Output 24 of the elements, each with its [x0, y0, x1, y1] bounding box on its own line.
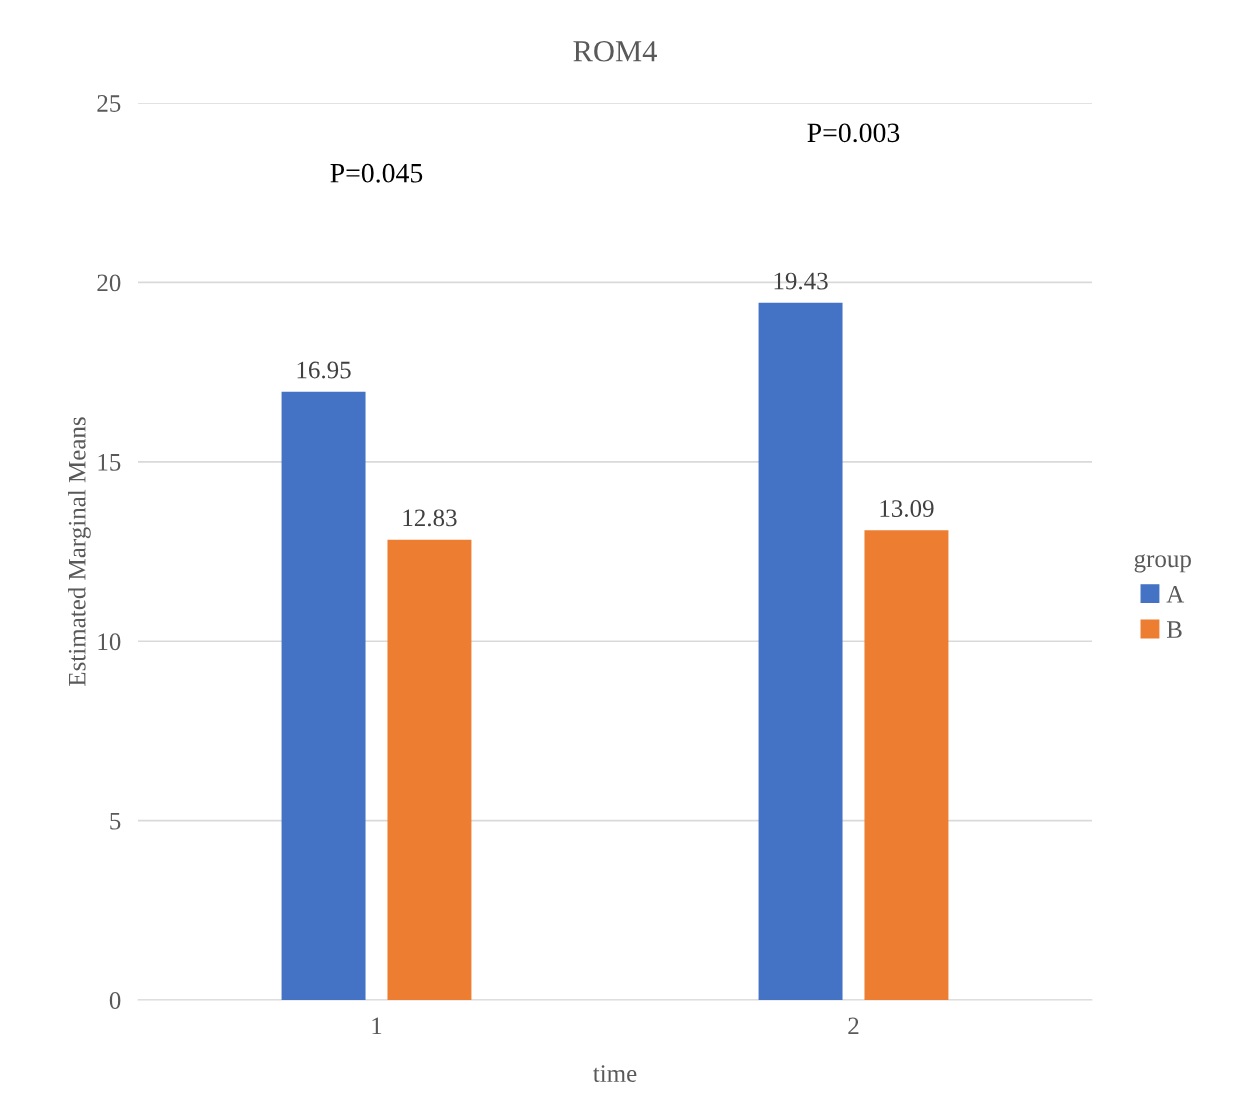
bar — [387, 539, 472, 1001]
y-tick-label: 5 — [110, 812, 121, 830]
legend-title: group — [1134, 554, 1191, 573]
bar — [281, 391, 366, 1001]
x-tick-label: 1 — [372, 1017, 382, 1035]
legend-label: A — [1166, 585, 1185, 603]
bar — [864, 530, 949, 1001]
bar — [758, 302, 843, 1001]
data-label: 12.83 — [403, 509, 457, 527]
annotation: P=0.045 — [330, 163, 423, 183]
y-tick-label: 20 — [97, 274, 121, 292]
data-label: 19.43 — [774, 272, 828, 290]
annotation: P=0.003 — [807, 123, 900, 143]
y-axis-title: Estimated Marginal Means — [68, 417, 91, 686]
legend-label: B — [1166, 621, 1182, 638]
y-tick-label: 10 — [98, 633, 121, 651]
y-tick-label: 0 — [109, 992, 121, 1009]
x-axis-title: time — [593, 1065, 637, 1082]
data-label: 13.09 — [880, 500, 934, 518]
y-tick-label: 25 — [97, 95, 121, 112]
data-label: 16.95 — [297, 361, 351, 379]
y-tick-label: 15 — [98, 453, 121, 471]
chart-title: ROM4 — [573, 41, 657, 62]
x-tick-label: 2 — [848, 1017, 859, 1035]
